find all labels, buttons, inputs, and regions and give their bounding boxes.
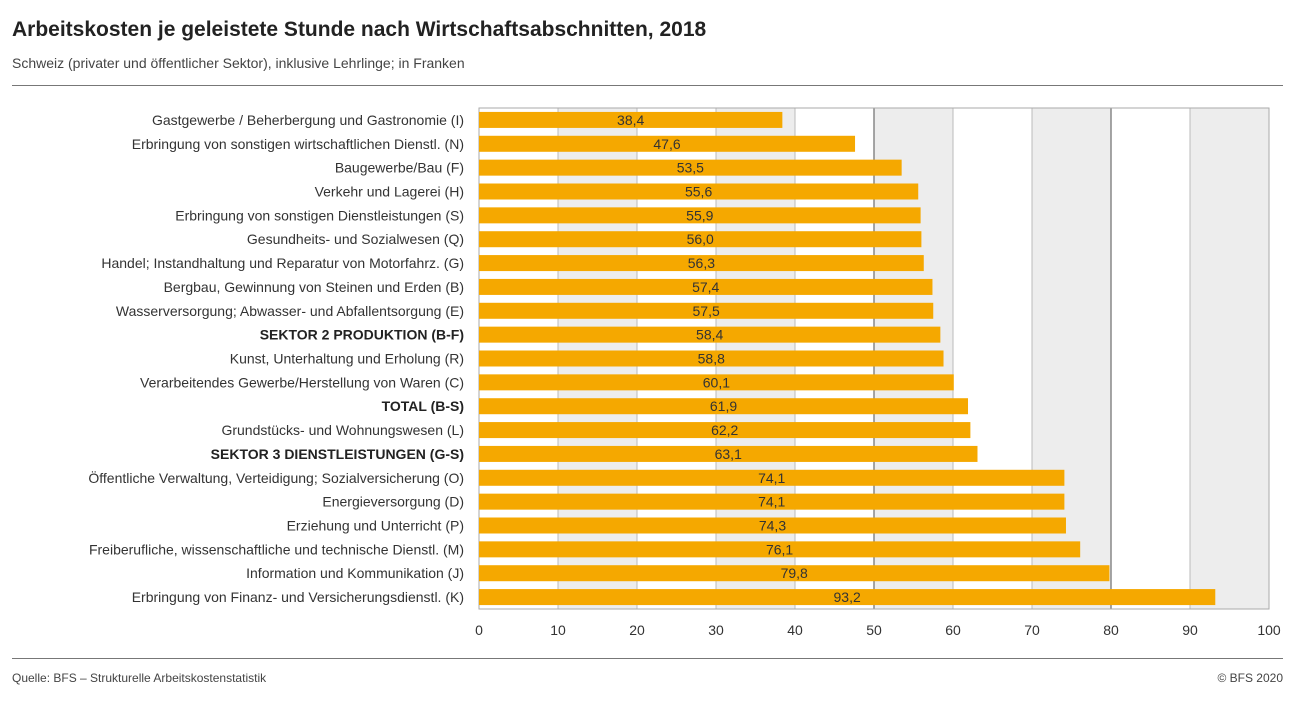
x-tick-label: 60 xyxy=(945,622,961,638)
data-label: 61,9 xyxy=(710,398,737,414)
data-label: 56,0 xyxy=(687,231,714,247)
data-label: 53,5 xyxy=(677,160,704,176)
data-label: 93,2 xyxy=(834,589,861,605)
category-label: Freiberufliche, wissenschaftliche und te… xyxy=(89,541,464,557)
bar xyxy=(479,493,1065,510)
chart-title: Arbeitskosten je geleistete Stunde nach … xyxy=(12,18,707,41)
bar xyxy=(479,541,1081,558)
bar xyxy=(479,350,944,367)
x-tick-label: 80 xyxy=(1103,622,1119,638)
data-label: 74,1 xyxy=(758,470,785,486)
category-label: Kunst, Unterhaltung und Erholung (R) xyxy=(230,351,464,367)
data-label: 79,8 xyxy=(781,565,808,581)
category-label: Verkehr und Lagerei (H) xyxy=(315,184,464,200)
grid-band xyxy=(953,108,1032,609)
x-tick-label: 50 xyxy=(866,622,882,638)
data-label: 38,4 xyxy=(617,112,644,128)
data-label: 74,3 xyxy=(759,518,786,534)
category-label: Gastgewerbe / Beherbergung und Gastronom… xyxy=(152,112,464,128)
bar xyxy=(479,111,783,128)
bar xyxy=(479,374,954,391)
data-label: 47,6 xyxy=(653,136,680,152)
category-label: Gesundheits- und Sozialwesen (Q) xyxy=(247,231,464,247)
data-label: 63,1 xyxy=(715,446,742,462)
bar xyxy=(479,326,941,343)
x-tick-label: 100 xyxy=(1257,622,1281,638)
category-label: Erbringung von sonstigen Dienstleistunge… xyxy=(175,207,464,223)
bar xyxy=(479,422,971,439)
category-label: Wasserversorgung; Abwasser- und Abfallen… xyxy=(116,303,464,319)
category-label: Grundstücks- und Wohnungswesen (L) xyxy=(221,422,464,438)
bar xyxy=(479,589,1216,606)
category-label: Baugewerbe/Bau (F) xyxy=(335,160,464,176)
bar xyxy=(479,159,902,176)
bar xyxy=(479,398,969,415)
data-label: 55,9 xyxy=(686,207,713,223)
bar xyxy=(479,231,922,248)
category-label: Bergbau, Gewinnung von Steinen und Erden… xyxy=(164,279,464,295)
category-label: Information und Kommunikation (J) xyxy=(246,565,464,581)
header-divider xyxy=(12,85,1283,86)
bar xyxy=(479,445,978,462)
data-label: 58,4 xyxy=(696,327,723,343)
x-tick-label: 70 xyxy=(1024,622,1040,638)
category-label: Erbringung von Finanz- und Versicherungs… xyxy=(132,589,464,605)
data-label: 55,6 xyxy=(685,184,712,200)
x-tick-label: 40 xyxy=(787,622,803,638)
data-label: 62,2 xyxy=(711,422,738,438)
category-label: Erbringung von sonstigen wirtschaftliche… xyxy=(132,136,464,152)
x-tick-label: 90 xyxy=(1182,622,1198,638)
data-label: 76,1 xyxy=(766,541,793,557)
bar xyxy=(479,565,1110,582)
x-tick-label: 30 xyxy=(708,622,724,638)
bar xyxy=(479,278,933,295)
footer-divider xyxy=(12,658,1283,659)
category-label: Handel; Instandhaltung und Reparatur von… xyxy=(101,255,464,271)
x-tick-label: 10 xyxy=(550,622,566,638)
x-tick-label: 20 xyxy=(629,622,645,638)
chart-subtitle: Schweiz (privater und öffentlicher Sekto… xyxy=(12,55,465,71)
bar xyxy=(479,135,856,152)
data-label: 56,3 xyxy=(688,255,715,271)
data-label: 57,4 xyxy=(692,279,719,295)
category-label: SEKTOR 2 PRODUKTION (B-F) xyxy=(260,327,464,343)
bar xyxy=(479,469,1065,486)
category-label: Erziehung und Unterricht (P) xyxy=(287,518,464,534)
copyright-note: © BFS 2020 xyxy=(1217,671,1283,685)
source-note: Quelle: BFS – Strukturelle Arbeitskosten… xyxy=(12,671,267,685)
category-label: Energieversorgung (D) xyxy=(322,494,464,510)
bar xyxy=(479,517,1066,534)
bar xyxy=(479,183,919,200)
category-label: Öffentliche Verwaltung, Verteidigung; So… xyxy=(88,469,464,486)
data-label: 58,8 xyxy=(698,351,725,367)
bar xyxy=(479,302,934,319)
category-label: Verarbeitendes Gewerbe/Herstellung von W… xyxy=(140,374,464,390)
data-label: 57,5 xyxy=(693,303,720,319)
data-label: 60,1 xyxy=(703,374,730,390)
x-tick-label: 0 xyxy=(475,622,483,638)
category-label: TOTAL (B-S) xyxy=(382,398,464,414)
category-label: SEKTOR 3 DIENSTLEISTUNGEN (G-S) xyxy=(211,446,464,462)
bar xyxy=(479,207,921,224)
data-label: 74,1 xyxy=(758,494,785,510)
grid-band xyxy=(1111,108,1190,609)
bar xyxy=(479,255,924,272)
